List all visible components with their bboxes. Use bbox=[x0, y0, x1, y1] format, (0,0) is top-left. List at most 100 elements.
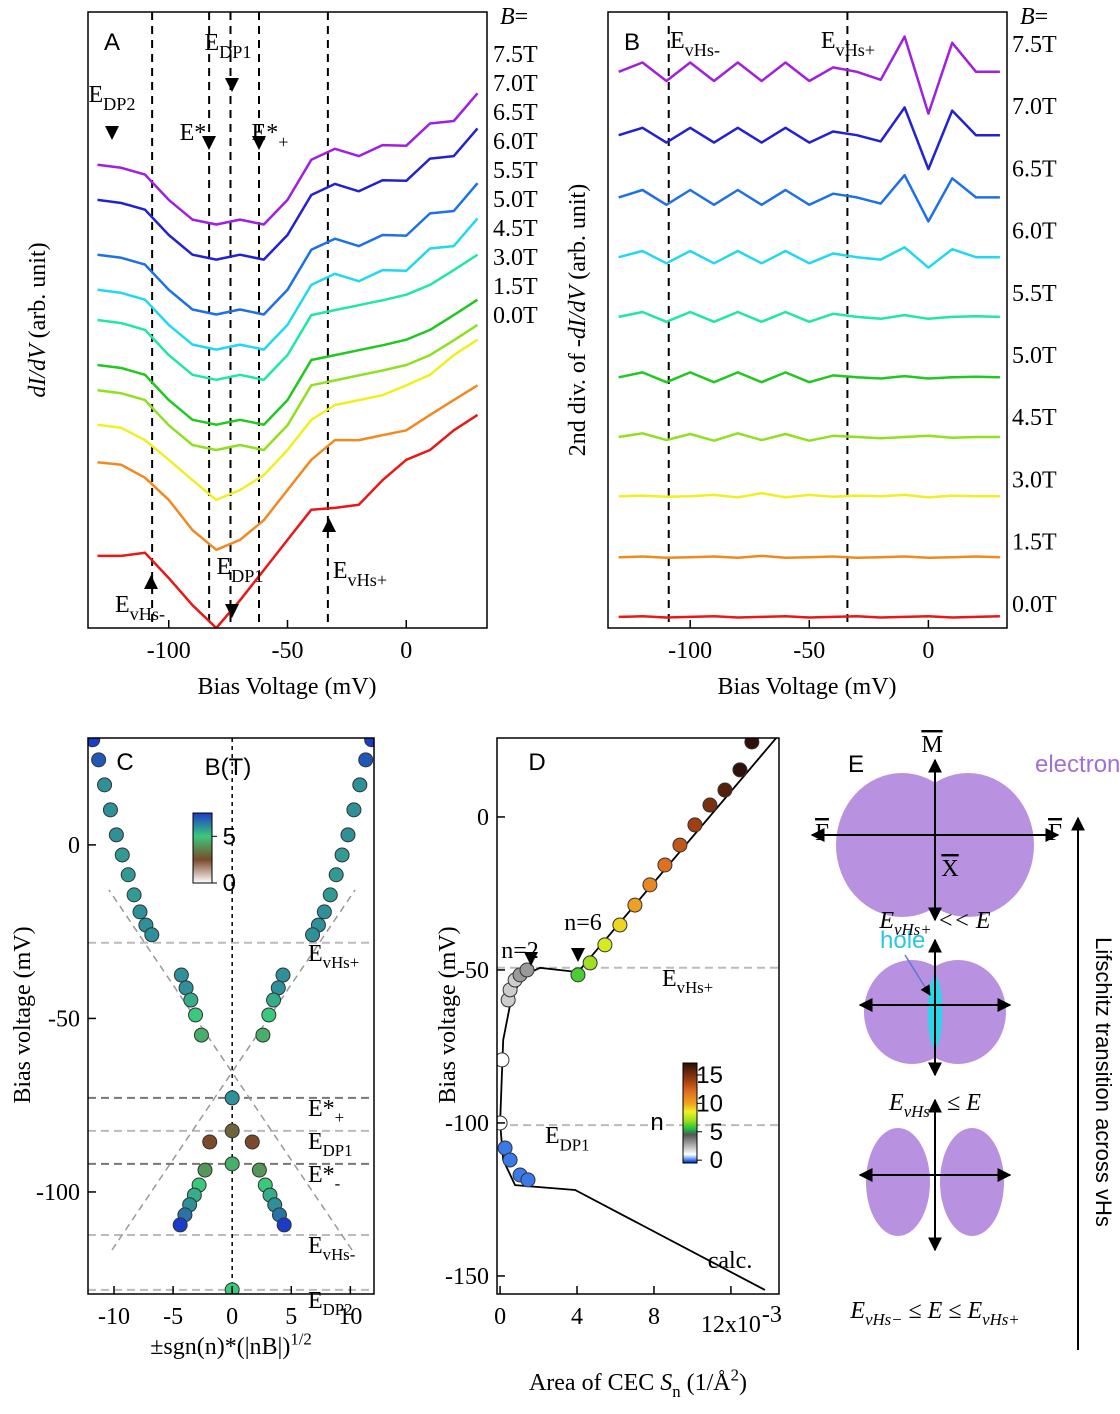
data-point bbox=[316, 904, 332, 920]
legend-label: 6.0T bbox=[1012, 219, 1057, 245]
x-axis-label: ±sgn(n)*(|nB|)1/2 bbox=[150, 1329, 312, 1360]
plot-frame bbox=[607, 11, 1008, 629]
text-part: DP1 bbox=[323, 1141, 353, 1160]
text-part: ≤ E bbox=[941, 1090, 981, 1116]
text-part: + bbox=[335, 1108, 344, 1127]
data-point bbox=[188, 1007, 204, 1023]
data-point bbox=[364, 738, 374, 748]
text-part: E bbox=[308, 941, 323, 967]
side-label: Lifschitz transition across vHs bbox=[1091, 937, 1116, 1227]
data-point bbox=[358, 752, 374, 768]
text-part: E bbox=[308, 1233, 323, 1259]
data-point bbox=[275, 967, 291, 983]
spectrum-line bbox=[618, 106, 1000, 171]
colorbar-tick-label: 0 bbox=[223, 870, 236, 897]
data-point bbox=[183, 992, 199, 1008]
spectrum-line bbox=[97, 217, 479, 351]
spectrum-line bbox=[618, 615, 1000, 619]
y-axis-label: Bias voltage (mV) bbox=[10, 926, 36, 1103]
annotation: EvHs- bbox=[115, 592, 165, 624]
electron-pocket bbox=[940, 1128, 1004, 1236]
annotation: EvHs- bbox=[670, 28, 720, 60]
data-point bbox=[224, 1123, 240, 1139]
legend-label: 1.5T bbox=[1012, 530, 1057, 556]
y-tick-label: -50 bbox=[48, 1006, 80, 1032]
data-point bbox=[224, 1156, 240, 1172]
legend-label: 5.5T bbox=[1012, 281, 1057, 307]
colorbar-label: B(T) bbox=[205, 754, 252, 781]
text-part: (1/Å bbox=[681, 1370, 732, 1396]
text-part: DP1 bbox=[219, 42, 251, 62]
condition: EvHs+ << E bbox=[878, 908, 990, 939]
plot-frame bbox=[87, 11, 488, 629]
data-point bbox=[340, 827, 356, 843]
data-point bbox=[322, 887, 338, 903]
legend-label: 5.5T bbox=[493, 158, 538, 184]
annotation-arrow bbox=[105, 126, 119, 140]
data-point bbox=[627, 897, 643, 913]
annotation-arrow bbox=[252, 136, 266, 150]
electron-pocket bbox=[866, 1128, 930, 1236]
guide-line bbox=[108, 889, 353, 1251]
text-part: ) bbox=[739, 1370, 747, 1396]
spectrum-line bbox=[97, 338, 479, 502]
plot-area bbox=[97, 12, 479, 628]
annotation-arrow bbox=[322, 518, 336, 532]
y-axis-label: Bias voltage (mV) bbox=[435, 926, 461, 1103]
data-point bbox=[597, 937, 613, 953]
colorbar-tick-label: 5 bbox=[710, 1119, 723, 1146]
reference-label: EDP1 bbox=[308, 1129, 353, 1160]
text-part: ≤ E ≤ E bbox=[903, 1298, 983, 1324]
text-part: vHs+ bbox=[323, 953, 360, 972]
data-point bbox=[352, 777, 368, 793]
text-part: E bbox=[545, 1123, 560, 1149]
data-point bbox=[346, 802, 362, 818]
colorbar bbox=[192, 812, 213, 884]
data-point bbox=[197, 1162, 213, 1178]
spectrum-line bbox=[97, 92, 479, 226]
text-part: S bbox=[660, 1370, 672, 1396]
data-point bbox=[202, 1134, 218, 1150]
text-part: E bbox=[204, 30, 219, 56]
text-part: = bbox=[515, 4, 529, 30]
text-part: E bbox=[821, 28, 836, 54]
text-part: DP2 bbox=[103, 94, 135, 114]
legend-label: 6.5T bbox=[493, 100, 538, 126]
data-point bbox=[126, 887, 142, 903]
x-point: X bbox=[941, 856, 958, 882]
y-tick-label: -100 bbox=[445, 1111, 489, 1137]
annotation: E*+ bbox=[252, 120, 289, 152]
text-part: E bbox=[662, 966, 677, 992]
x-tick-label: -50 bbox=[793, 638, 825, 664]
gamma-point: Γ bbox=[815, 820, 829, 846]
text-part: n bbox=[672, 1382, 681, 1401]
spectrum-line bbox=[618, 432, 1000, 442]
data-point bbox=[570, 967, 586, 983]
x-tick-label: -50 bbox=[272, 638, 304, 664]
spectrum-line bbox=[97, 323, 479, 452]
spectrum-line bbox=[97, 384, 479, 552]
m-point: M bbox=[921, 732, 942, 758]
plot-area bbox=[497, 738, 779, 1291]
data-point bbox=[702, 797, 718, 813]
text-part: Bias Voltage (mV) bbox=[197, 674, 376, 700]
text-part: dI/dV bbox=[565, 283, 591, 339]
colorbar-tick-label: 10 bbox=[696, 1090, 723, 1117]
text-part: DP1 bbox=[231, 566, 263, 586]
data-point bbox=[582, 955, 598, 971]
plot-area bbox=[88, 738, 374, 1294]
text-part: (arb. unit) bbox=[25, 242, 51, 344]
data-point bbox=[91, 752, 107, 768]
colorbar-label: n bbox=[650, 1109, 663, 1136]
text-part: vHs+ bbox=[982, 1310, 1019, 1329]
field-label: B= bbox=[1020, 4, 1048, 30]
colorbar bbox=[682, 1062, 698, 1164]
y-tick-label: 0 bbox=[68, 833, 80, 859]
condition: EvHs− ≤ E ≤ EvHs+ bbox=[849, 1298, 1019, 1329]
text-part: E bbox=[333, 558, 348, 584]
data-point bbox=[732, 762, 748, 778]
plot-frame bbox=[496, 737, 780, 1295]
x-tick-label: 0 bbox=[226, 1304, 238, 1330]
x-tick-label: -100 bbox=[668, 638, 712, 664]
text-part: + bbox=[278, 132, 288, 152]
